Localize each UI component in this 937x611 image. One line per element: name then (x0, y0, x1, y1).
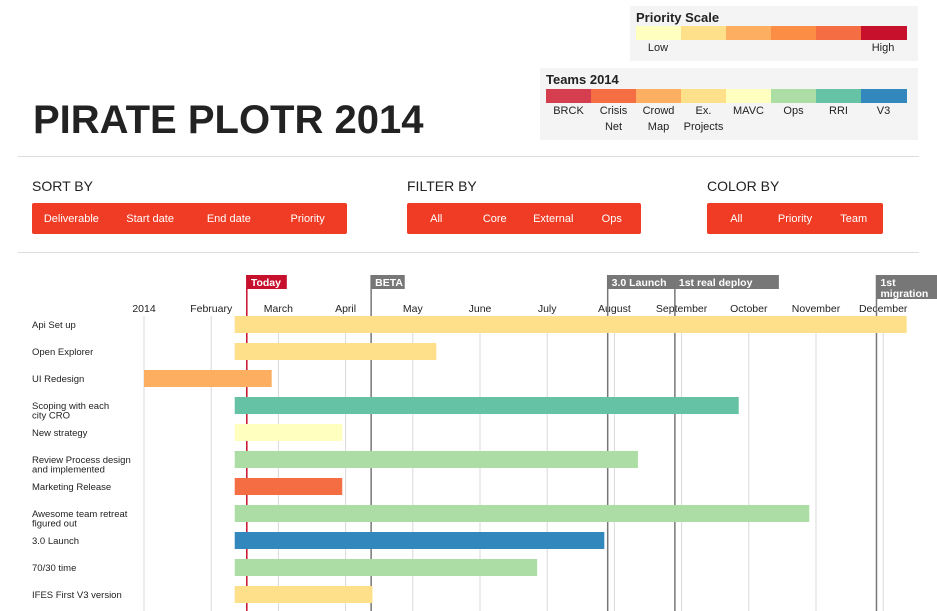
task-label: Awesome team retreat (32, 509, 128, 520)
month-tick-label: August (598, 303, 631, 315)
milestone-badge (607, 275, 680, 289)
task-label: city CRO (32, 411, 70, 422)
task-bar (234, 586, 373, 603)
priority-swatch (726, 26, 772, 40)
milestone-label: migration (880, 288, 928, 300)
priority-swatch (636, 26, 682, 40)
priority-high-label: High (871, 42, 895, 54)
team-label: MAVC (733, 105, 764, 117)
team-swatch (546, 89, 592, 103)
team-swatch (816, 89, 862, 103)
priority-swatch (816, 26, 862, 40)
team-swatch (591, 89, 637, 103)
milestone-label: BETA (375, 277, 403, 289)
priority-scale-title: Priority Scale (636, 10, 720, 25)
filter-ops-button[interactable]: Ops (601, 212, 622, 225)
divider-top (18, 156, 919, 157)
color-priority-button[interactable]: Priority (777, 212, 813, 225)
color-team-button[interactable]: Team (840, 212, 868, 225)
priority-low-label: Low (647, 42, 669, 54)
task-bar (234, 451, 638, 468)
month-tick-label: December (859, 303, 908, 315)
team-swatch (861, 89, 907, 103)
priority-swatch (681, 26, 727, 40)
team-label: Ex. Projects (683, 105, 724, 133)
filter-by-buttons: All Core External Ops (407, 203, 641, 234)
priority-swatch (771, 26, 817, 40)
task-label: Api Set up (32, 320, 76, 331)
priority-swatch (861, 26, 907, 40)
task-label: Marketing Release (32, 482, 111, 493)
teams-legend (540, 68, 918, 140)
task-label: Review Process design (32, 455, 131, 466)
milestone-label: Today (251, 277, 281, 289)
page-title: PIRATE PLOTR 2014 (33, 98, 424, 142)
filter-by-label: FILTER BY (407, 178, 477, 194)
team-swatch (636, 89, 682, 103)
color-by-label: COLOR BY (707, 178, 780, 194)
task-label: and implemented (32, 465, 105, 476)
divider-bottom (18, 252, 919, 253)
month-tick-label: September (656, 303, 708, 315)
team-label: Ops (783, 105, 804, 117)
task-label: Open Explorer (32, 347, 93, 358)
month-tick-label: November (792, 303, 841, 315)
task-label: 3.0 Launch (32, 536, 79, 547)
task-label: New strategy (32, 428, 88, 439)
team-label: Crowd Map (642, 105, 675, 133)
team-label: Crisis Net (599, 105, 628, 133)
milestone-badge (674, 275, 779, 289)
teams-legend-title: Teams 2014 (546, 72, 619, 87)
task-bar (234, 478, 343, 495)
month-tick-label: October (730, 303, 768, 315)
month-tick-label: July (538, 303, 557, 315)
task-bar (234, 424, 343, 441)
color-all-button[interactable]: All (730, 212, 743, 225)
color-by-buttons: All Priority Team (707, 203, 883, 234)
sort-by-buttons: Deliverable Start date End date Priority (32, 203, 347, 234)
sort-end-date-button[interactable]: End date (206, 212, 251, 225)
month-tick-label: April (335, 303, 356, 315)
team-swatch (726, 89, 772, 103)
task-label: Scoping with each (32, 401, 109, 412)
month-tick-label: February (190, 303, 233, 315)
task-label: figured out (32, 519, 77, 530)
task-bar (234, 532, 605, 549)
team-label: V3 (876, 105, 891, 117)
task-bar (234, 316, 907, 333)
sort-deliverable-button[interactable]: Deliverable (43, 212, 99, 225)
task-bar (234, 343, 437, 360)
task-bar (234, 559, 538, 576)
milestone-label: 3.0 Launch (612, 277, 667, 289)
team-label: RRI (829, 105, 848, 117)
task-bar (234, 397, 739, 414)
sort-start-date-button[interactable]: Start date (126, 212, 174, 225)
month-tick-label: 2014 (132, 303, 156, 315)
task-label: UI Redesign (32, 374, 84, 385)
milestone-label: 1st real deploy (679, 277, 753, 289)
milestone-badge (246, 275, 287, 289)
task-label: 70/30 time (32, 563, 76, 574)
milestone-label: 1st (880, 277, 896, 289)
team-label: BRCK (553, 105, 584, 117)
month-tick-label: May (403, 303, 424, 315)
month-tick-label: June (469, 303, 492, 315)
filter-core-button[interactable]: Core (482, 212, 507, 225)
milestone-badge (876, 275, 937, 299)
milestone-badge (371, 275, 405, 289)
team-swatch (771, 89, 817, 103)
filter-external-button[interactable]: External (533, 212, 574, 225)
sort-priority-button[interactable]: Priority (290, 212, 325, 225)
task-bar (234, 505, 810, 522)
task-bar (144, 370, 272, 387)
month-tick-label: March (264, 303, 293, 315)
task-label: IFES First V3 version (32, 590, 122, 601)
filter-all-button[interactable]: All (430, 212, 443, 225)
team-swatch (681, 89, 727, 103)
sort-by-label: SORT BY (32, 178, 93, 194)
